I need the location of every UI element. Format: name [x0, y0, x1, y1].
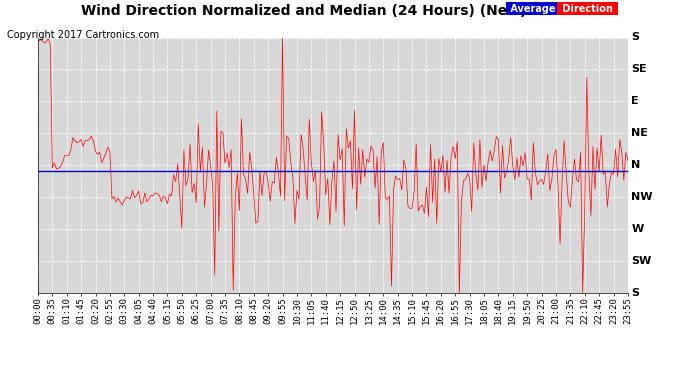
- Text: NE: NE: [631, 128, 648, 138]
- Text: W: W: [631, 224, 644, 234]
- Text: N: N: [631, 160, 640, 170]
- Text: S: S: [631, 33, 640, 42]
- Text: Copyright 2017 Cartronics.com: Copyright 2017 Cartronics.com: [7, 30, 159, 40]
- Text: SW: SW: [631, 256, 651, 266]
- Text: Average: Average: [507, 4, 559, 14]
- Text: Direction: Direction: [559, 4, 616, 14]
- Text: S: S: [631, 288, 640, 297]
- Text: E: E: [631, 96, 639, 106]
- Text: NW: NW: [631, 192, 653, 202]
- Text: Wind Direction Normalized and Median (24 Hours) (New) 20170727: Wind Direction Normalized and Median (24…: [81, 4, 609, 18]
- Text: SE: SE: [631, 64, 647, 74]
